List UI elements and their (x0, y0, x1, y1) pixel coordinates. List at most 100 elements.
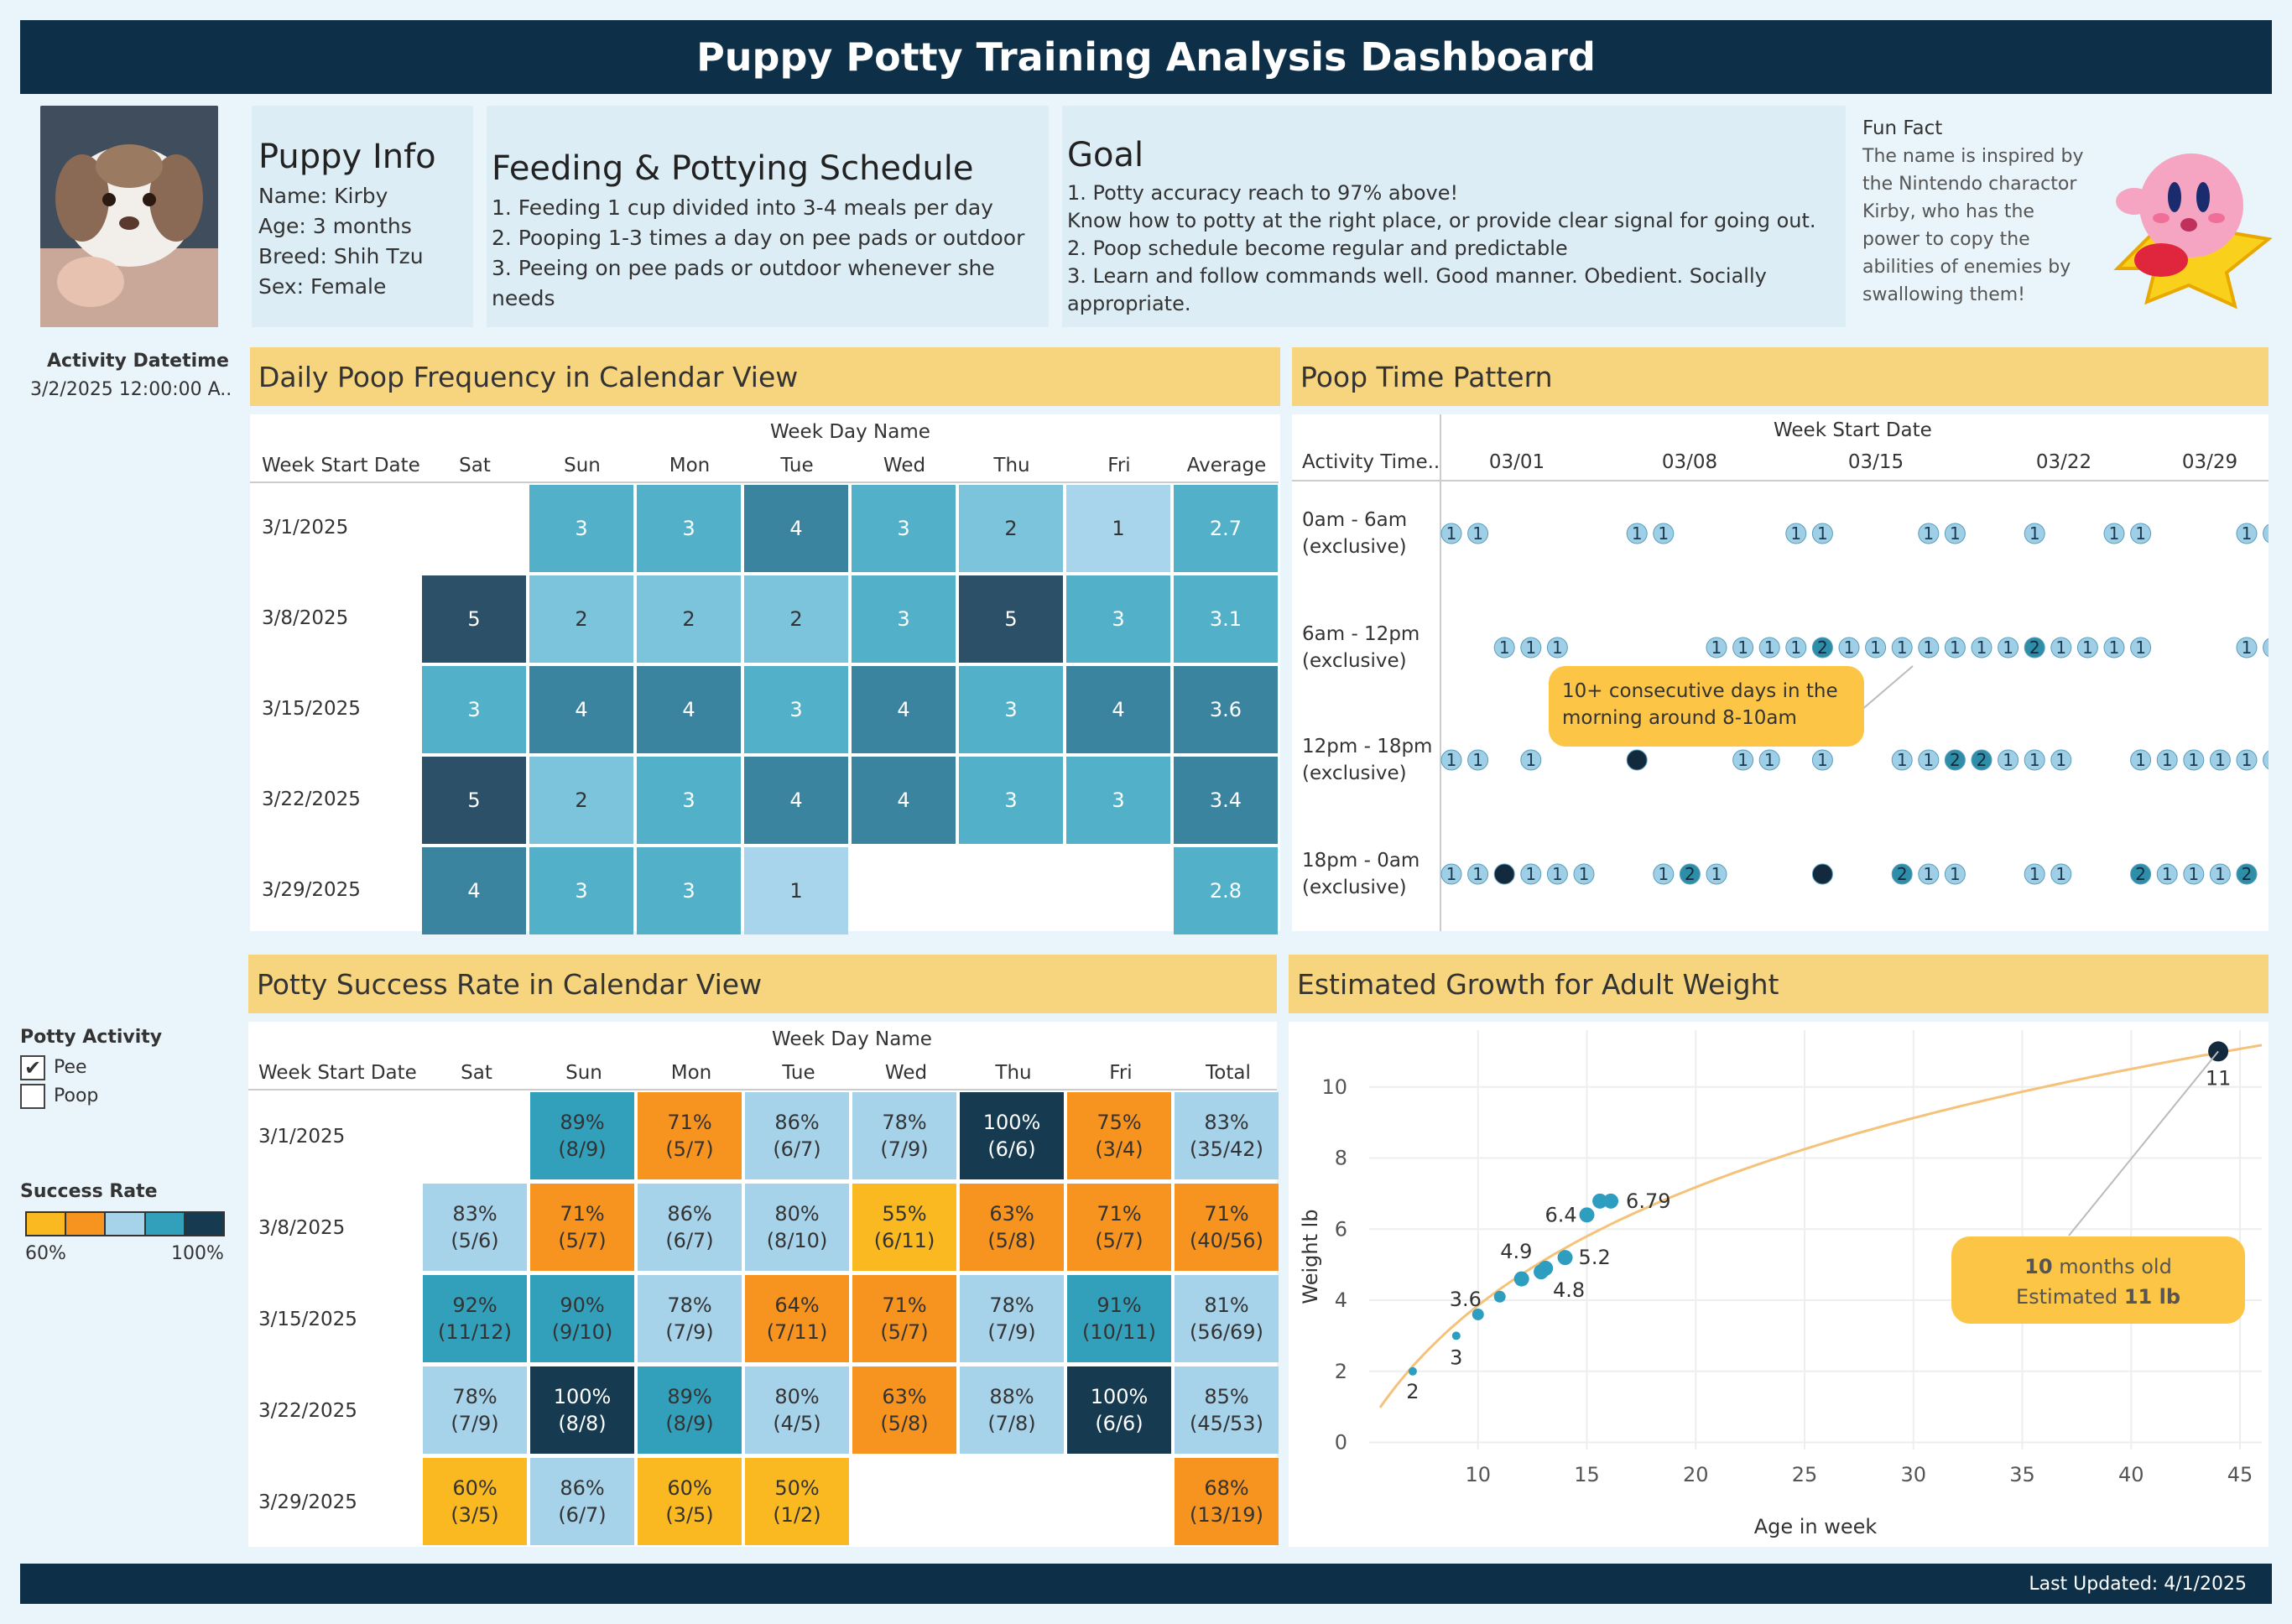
poop-bubble (2236, 523, 2258, 544)
time-week-header: Week Start Date (1774, 419, 1932, 441)
success-rate-percent: 89% (560, 1111, 605, 1134)
poop-count-cell: 3 (529, 847, 633, 934)
poop-count-cell: 2.7 (1174, 485, 1278, 572)
growth-point (1538, 1260, 1554, 1276)
activity-datetime-label: Activity Datetime (47, 351, 229, 372)
poop-bubble-count: 1 (1711, 864, 1722, 884)
growth-point-label: 3.6 (1450, 1288, 1482, 1311)
poop-bubble-count: 1 (2162, 864, 2173, 884)
poop-count-cell: 4 (744, 485, 848, 572)
success-calendar-title: Potty Success Rate in Calendar View (248, 955, 1277, 1013)
kirby-image (2101, 126, 2277, 310)
poop-checkbox[interactable] (20, 1084, 45, 1109)
fun-fact-line-3: Kirby, who has the (1862, 201, 2034, 222)
time-row-label-sub: (exclusive) (1302, 877, 1407, 898)
poop-bubble-count: 1 (1923, 750, 1934, 770)
poop-bubble (1732, 749, 1754, 771)
fun-fact-line-6: swallowing them! (1862, 284, 2025, 305)
success-rate-fraction: (6/7) (665, 1229, 714, 1252)
poop-bubble-count: 1 (1923, 638, 1934, 658)
poop-bubble (1467, 863, 1489, 885)
success-rate-fraction: (8/10) (766, 1229, 828, 1252)
fun-fact-panel: Fun Fact The name is inspired by the Nin… (1862, 117, 2097, 309)
success-rate-percent: 100% (1090, 1385, 1149, 1408)
poop-row-date: 3/8/2025 (262, 607, 349, 629)
annotation-line-1: 10+ consecutive days in the (1562, 680, 1838, 702)
success-rate-fraction: (6/7) (773, 1137, 821, 1161)
legend-swatch-4 (145, 1213, 185, 1235)
success-rate-fraction: (7/9) (665, 1320, 714, 1344)
growth-point (2208, 1041, 2229, 1062)
success-rate-percent: 68% (1204, 1476, 1249, 1500)
poop-bubble-count: 1 (1897, 750, 1908, 770)
success-rate-percent: 91% (1097, 1293, 1142, 1317)
success-rate-percent: 100% (553, 1385, 612, 1408)
legend-swatch-3 (106, 1213, 146, 1235)
success-rate-cell: 78% (7/9) (423, 1366, 527, 1454)
poop-bubble-count: 1 (1870, 638, 1881, 658)
poop-bubble-count: 1 (2242, 750, 2253, 770)
poop-count-cell: 3 (637, 847, 741, 934)
success-rate-percent: 63% (989, 1202, 1034, 1226)
legend-swatch-2 (66, 1213, 107, 1235)
success-rate-percent: 64% (774, 1293, 820, 1317)
success-rate-fraction: (1/2) (773, 1503, 821, 1527)
poop-bubble-count: 1 (2215, 864, 2226, 884)
poop-bubble (1971, 637, 1992, 658)
success-rate-fraction: (13/19) (1190, 1503, 1263, 1527)
success-rate-fraction: (5/6) (451, 1229, 499, 1252)
success-rate-cell: 68% (13/19) (1175, 1458, 1279, 1545)
success-rate-percent: 78% (989, 1293, 1034, 1317)
x-tick-label: 35 (2009, 1463, 2035, 1486)
success-col-header: Total (1206, 1062, 1251, 1084)
poop-bubble (1706, 863, 1727, 885)
success-rate-fraction: (45/53) (1190, 1412, 1263, 1435)
poop-bubble (1467, 749, 1489, 771)
success-rate-percent: 83% (452, 1202, 497, 1226)
success-rate-cell: 100% (6/6) (960, 1092, 1064, 1179)
growth-point (1493, 1290, 1506, 1303)
poop-bubble-count: 1 (1923, 523, 1934, 544)
poop-count-cell: 4 (637, 666, 741, 753)
schedule-line-2: 2. Pooping 1-3 times a day on pee pads o… (492, 226, 1025, 250)
success-rate-fraction: (6/7) (558, 1503, 607, 1527)
activity-datetime-value[interactable]: 3/2/2025 12:00:00 A.. (30, 379, 232, 400)
poop-bubble (1811, 523, 1833, 544)
poop-bubble (2024, 863, 2045, 885)
poop-bubble (2050, 637, 2072, 658)
poop-count-cell: 2 (529, 757, 633, 844)
poop-count-cell: 2.8 (1174, 847, 1278, 934)
legend-swatch-1 (27, 1213, 67, 1235)
week-label: 03/22 (2035, 451, 2092, 473)
poop-bubble-count: 1 (2188, 864, 2199, 884)
poop-bubble (1891, 863, 1913, 885)
success-col-header: Wed (884, 1062, 928, 1084)
schedule-panel: Feeding & Pottying Schedule 1. Feeding 1… (487, 106, 1049, 327)
poop-bubble-count: 1 (1950, 638, 1961, 658)
poop-bubble (1626, 749, 1648, 771)
poop-col-header: Wed (883, 455, 926, 476)
poop-bubble-count: 1 (1897, 638, 1908, 658)
fun-fact-heading: Fun Fact (1862, 117, 1943, 139)
poop-bubble (1944, 863, 1966, 885)
success-rate-fraction: (3/4) (1095, 1137, 1143, 1161)
poop-row-date: 3/29/2025 (262, 879, 361, 901)
poop-week-day-header: Week Day Name (770, 421, 930, 443)
success-rate-fraction: (5/8) (987, 1229, 1036, 1252)
poop-bubble-count: 1 (2055, 638, 2066, 658)
growth-point-label: 11 (2206, 1066, 2232, 1090)
success-col-header: Mon (670, 1062, 712, 1084)
poop-count-cell: 5 (422, 757, 526, 844)
success-rate-percent: 71% (882, 1293, 927, 1317)
poop-row-header: Week Start Date (262, 455, 420, 476)
growth-point-label: 6.4 (1545, 1203, 1577, 1226)
success-rate-fraction: (8/9) (558, 1137, 607, 1161)
success-col-header: Tue (782, 1062, 815, 1084)
success-rate-cell: 71% (5/7) (530, 1184, 634, 1271)
poop-count-cell: 2 (744, 575, 848, 663)
success-rate-fraction: (11/12) (438, 1320, 512, 1344)
poop-count-cell: 4 (422, 847, 526, 934)
success-rate-fraction: (5/8) (880, 1412, 929, 1435)
pee-checkbox[interactable]: ✔ (20, 1055, 45, 1080)
poop-count-cell: 4 (744, 757, 848, 844)
